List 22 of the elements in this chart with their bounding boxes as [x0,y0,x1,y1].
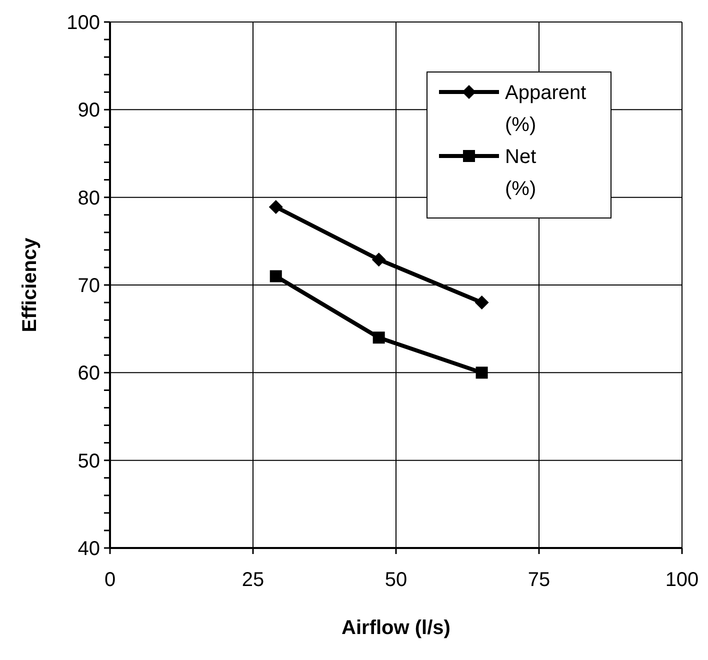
y-tick-label: 80 [78,187,100,210]
x-tick-label: 75 [528,569,550,591]
point [268,200,283,214]
point [372,332,385,344]
point [270,270,282,282]
point [474,296,489,310]
y-tick-label: 50 [78,450,100,472]
x-tick-label: 0 [104,569,116,591]
y-tick-label: 90 [78,100,100,122]
y-tick-label: 60 [78,362,100,385]
y-tick-label: 40 [78,538,100,560]
legend-label: Apparent (%) [505,82,587,136]
x-tick-label: 50 [384,569,408,591]
y-tick-label: 70 [78,275,100,297]
x-tick-label: 100 [665,569,699,591]
x-axis-title: Airflow (l/s) [342,617,450,639]
x-tick-label: 25 [242,569,264,591]
y-axis-title: Efficiency [19,236,41,332]
legend-label: Net (%) [505,146,537,200]
point [372,252,386,267]
point [476,366,488,379]
y-tick-label: 100 [66,12,100,34]
